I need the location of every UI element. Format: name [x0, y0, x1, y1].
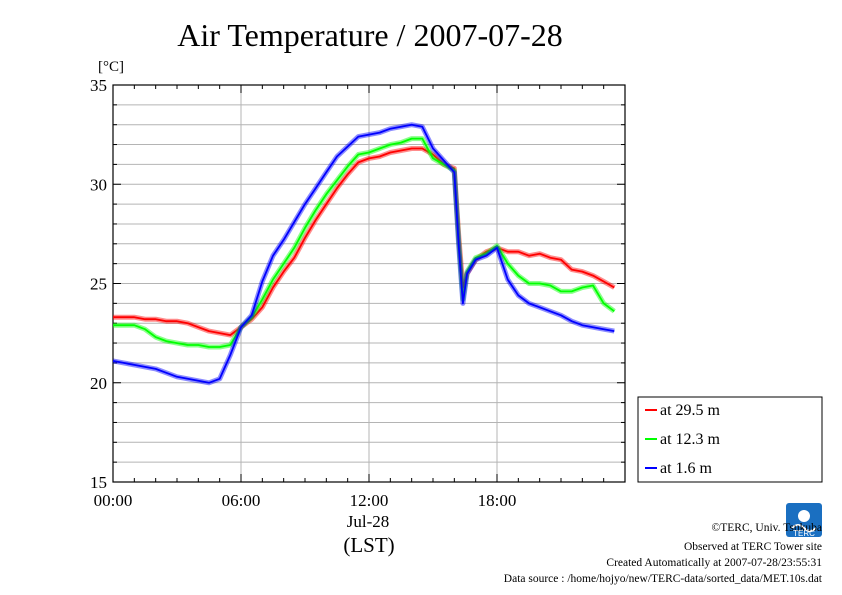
x-tick-label: 12:00 [350, 491, 389, 510]
legend-label: at 1.6 m [660, 460, 713, 477]
series-line [112, 123, 615, 384]
x-tick-label: 00:00 [94, 491, 133, 510]
logo-text: TERC [793, 529, 815, 538]
legend-label: at 12.3 m [660, 431, 721, 448]
y-tick-label: 25 [90, 275, 107, 294]
series-halo [113, 136, 616, 350]
x-date-label: Jul-28 [347, 512, 390, 531]
y-tick-label: 15 [90, 473, 107, 492]
footer-source: Data source : /home/hojyo/new/TERC-data/… [504, 573, 823, 585]
x-tick-label: 06:00 [222, 491, 261, 510]
terc-logo [786, 503, 822, 537]
chart-title: Air Temperature / 2007-07-28 [177, 17, 563, 53]
x-axis-label: (LST) [343, 533, 394, 557]
y-axis-unit: [°C] [98, 59, 124, 75]
footer-copyright: ©TERC, Univ. Tsukuba [712, 522, 822, 534]
plot-frame [112, 84, 626, 483]
legend-label: at 29.5 m [660, 402, 721, 419]
y-tick-label: 35 [90, 76, 107, 95]
footer-observed: Observed at TERC Tower site [684, 541, 822, 553]
legend: at 29.5 m at 12.3 m at 1.6 m [637, 396, 823, 483]
series-line [113, 147, 615, 337]
y-tick-label: 30 [90, 175, 107, 194]
plot-area: 15 20 25 30 35 00:00 06:00 12:00 18:00 [90, 76, 626, 510]
footer-created: Created Automatically at 2007-07-28/23:5… [606, 557, 822, 569]
y-tick-label: 20 [90, 374, 107, 393]
x-tick-label: 18:00 [478, 491, 517, 510]
series-line [113, 137, 615, 348]
